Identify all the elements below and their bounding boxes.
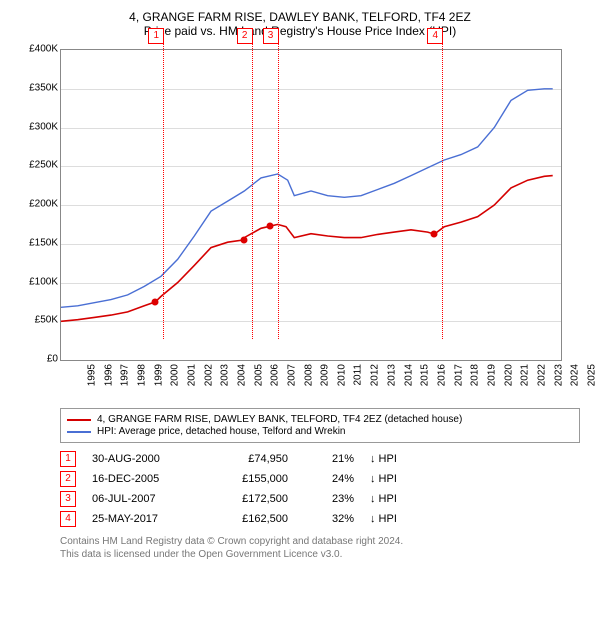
transaction-num-box: 4 (60, 511, 76, 527)
transaction-dot (431, 231, 438, 238)
y-tick-label: £50K (10, 315, 58, 326)
y-tick-label: £100K (10, 276, 58, 287)
transaction-vs-hpi: ↓ HPI (370, 493, 397, 505)
transaction-row: 1 30-AUG-2000 £74,950 21% ↓ HPI (60, 449, 580, 469)
x-tick-label: 2025 (586, 364, 600, 386)
transaction-price: £172,500 (208, 493, 288, 505)
attribution: Contains HM Land Registry data © Crown c… (60, 535, 580, 561)
transaction-marker-box: 4 (427, 28, 443, 44)
y-tick-label: £300K (10, 121, 58, 132)
transaction-marker-box: 1 (148, 28, 164, 44)
transaction-dot (266, 223, 273, 230)
transaction-marker-box: 2 (237, 28, 253, 44)
transaction-marker-box: 3 (263, 28, 279, 44)
legend-swatch (67, 419, 91, 421)
transaction-vs-hpi: ↓ HPI (370, 453, 397, 465)
transaction-date: 30-AUG-2000 (92, 453, 192, 465)
transaction-date: 25-MAY-2017 (92, 513, 192, 525)
series-property (61, 176, 553, 322)
transaction-date: 06-JUL-2007 (92, 493, 192, 505)
transaction-price: £74,950 (208, 453, 288, 465)
y-tick-label: £350K (10, 82, 58, 93)
attribution-line: This data is licensed under the Open Gov… (60, 548, 580, 561)
transaction-row: 3 06-JUL-2007 £172,500 23% ↓ HPI (60, 489, 580, 509)
transaction-pct: 23% (304, 493, 354, 505)
transaction-num-box: 3 (60, 491, 76, 507)
transaction-price: £162,500 (208, 513, 288, 525)
y-tick-label: £0 (10, 354, 58, 365)
transaction-vs-hpi: ↓ HPI (370, 473, 397, 485)
plot-region: 1234 (60, 49, 562, 361)
title-subtitle: Price paid vs. HM Land Registry's House … (10, 24, 590, 38)
transaction-dot (240, 236, 247, 243)
y-tick-label: £250K (10, 160, 58, 171)
figure-root: 4, GRANGE FARM RISE, DAWLEY BANK, TELFOR… (10, 10, 590, 561)
y-tick-label: £150K (10, 237, 58, 248)
y-tick-label: £400K (10, 44, 58, 55)
legend: 4, GRANGE FARM RISE, DAWLEY BANK, TELFOR… (60, 408, 580, 443)
attribution-line: Contains HM Land Registry data © Crown c… (60, 535, 580, 548)
transaction-row: 2 16-DEC-2005 £155,000 24% ↓ HPI (60, 469, 580, 489)
legend-label: HPI: Average price, detached house, Telf… (97, 426, 346, 437)
transaction-date: 16-DEC-2005 (92, 473, 192, 485)
transaction-pct: 32% (304, 513, 354, 525)
transaction-num-box: 1 (60, 451, 76, 467)
transaction-vs-hpi: ↓ HPI (370, 513, 397, 525)
legend-label: 4, GRANGE FARM RISE, DAWLEY BANK, TELFOR… (97, 414, 462, 425)
transaction-row: 4 25-MAY-2017 £162,500 32% ↓ HPI (60, 509, 580, 529)
legend-row: 4, GRANGE FARM RISE, DAWLEY BANK, TELFOR… (67, 414, 573, 425)
legend-swatch (67, 431, 91, 433)
transaction-table: 1 30-AUG-2000 £74,950 21% ↓ HPI 2 16-DEC-2005 £… (60, 449, 580, 529)
transaction-dot (152, 298, 159, 305)
transaction-pct: 24% (304, 473, 354, 485)
title-address: 4, GRANGE FARM RISE, DAWLEY BANK, TELFOR… (10, 10, 590, 24)
transaction-price: £155,000 (208, 473, 288, 485)
legend-row: HPI: Average price, detached house, Telf… (67, 426, 573, 437)
chart-area: £0 £50K £100K £150K £200K £250K £300K £350K £400… (10, 44, 570, 404)
series-hpi (61, 89, 553, 307)
line-layer (61, 50, 561, 360)
transaction-num-box: 2 (60, 471, 76, 487)
y-tick-label: £200K (10, 199, 58, 210)
transaction-pct: 21% (304, 453, 354, 465)
